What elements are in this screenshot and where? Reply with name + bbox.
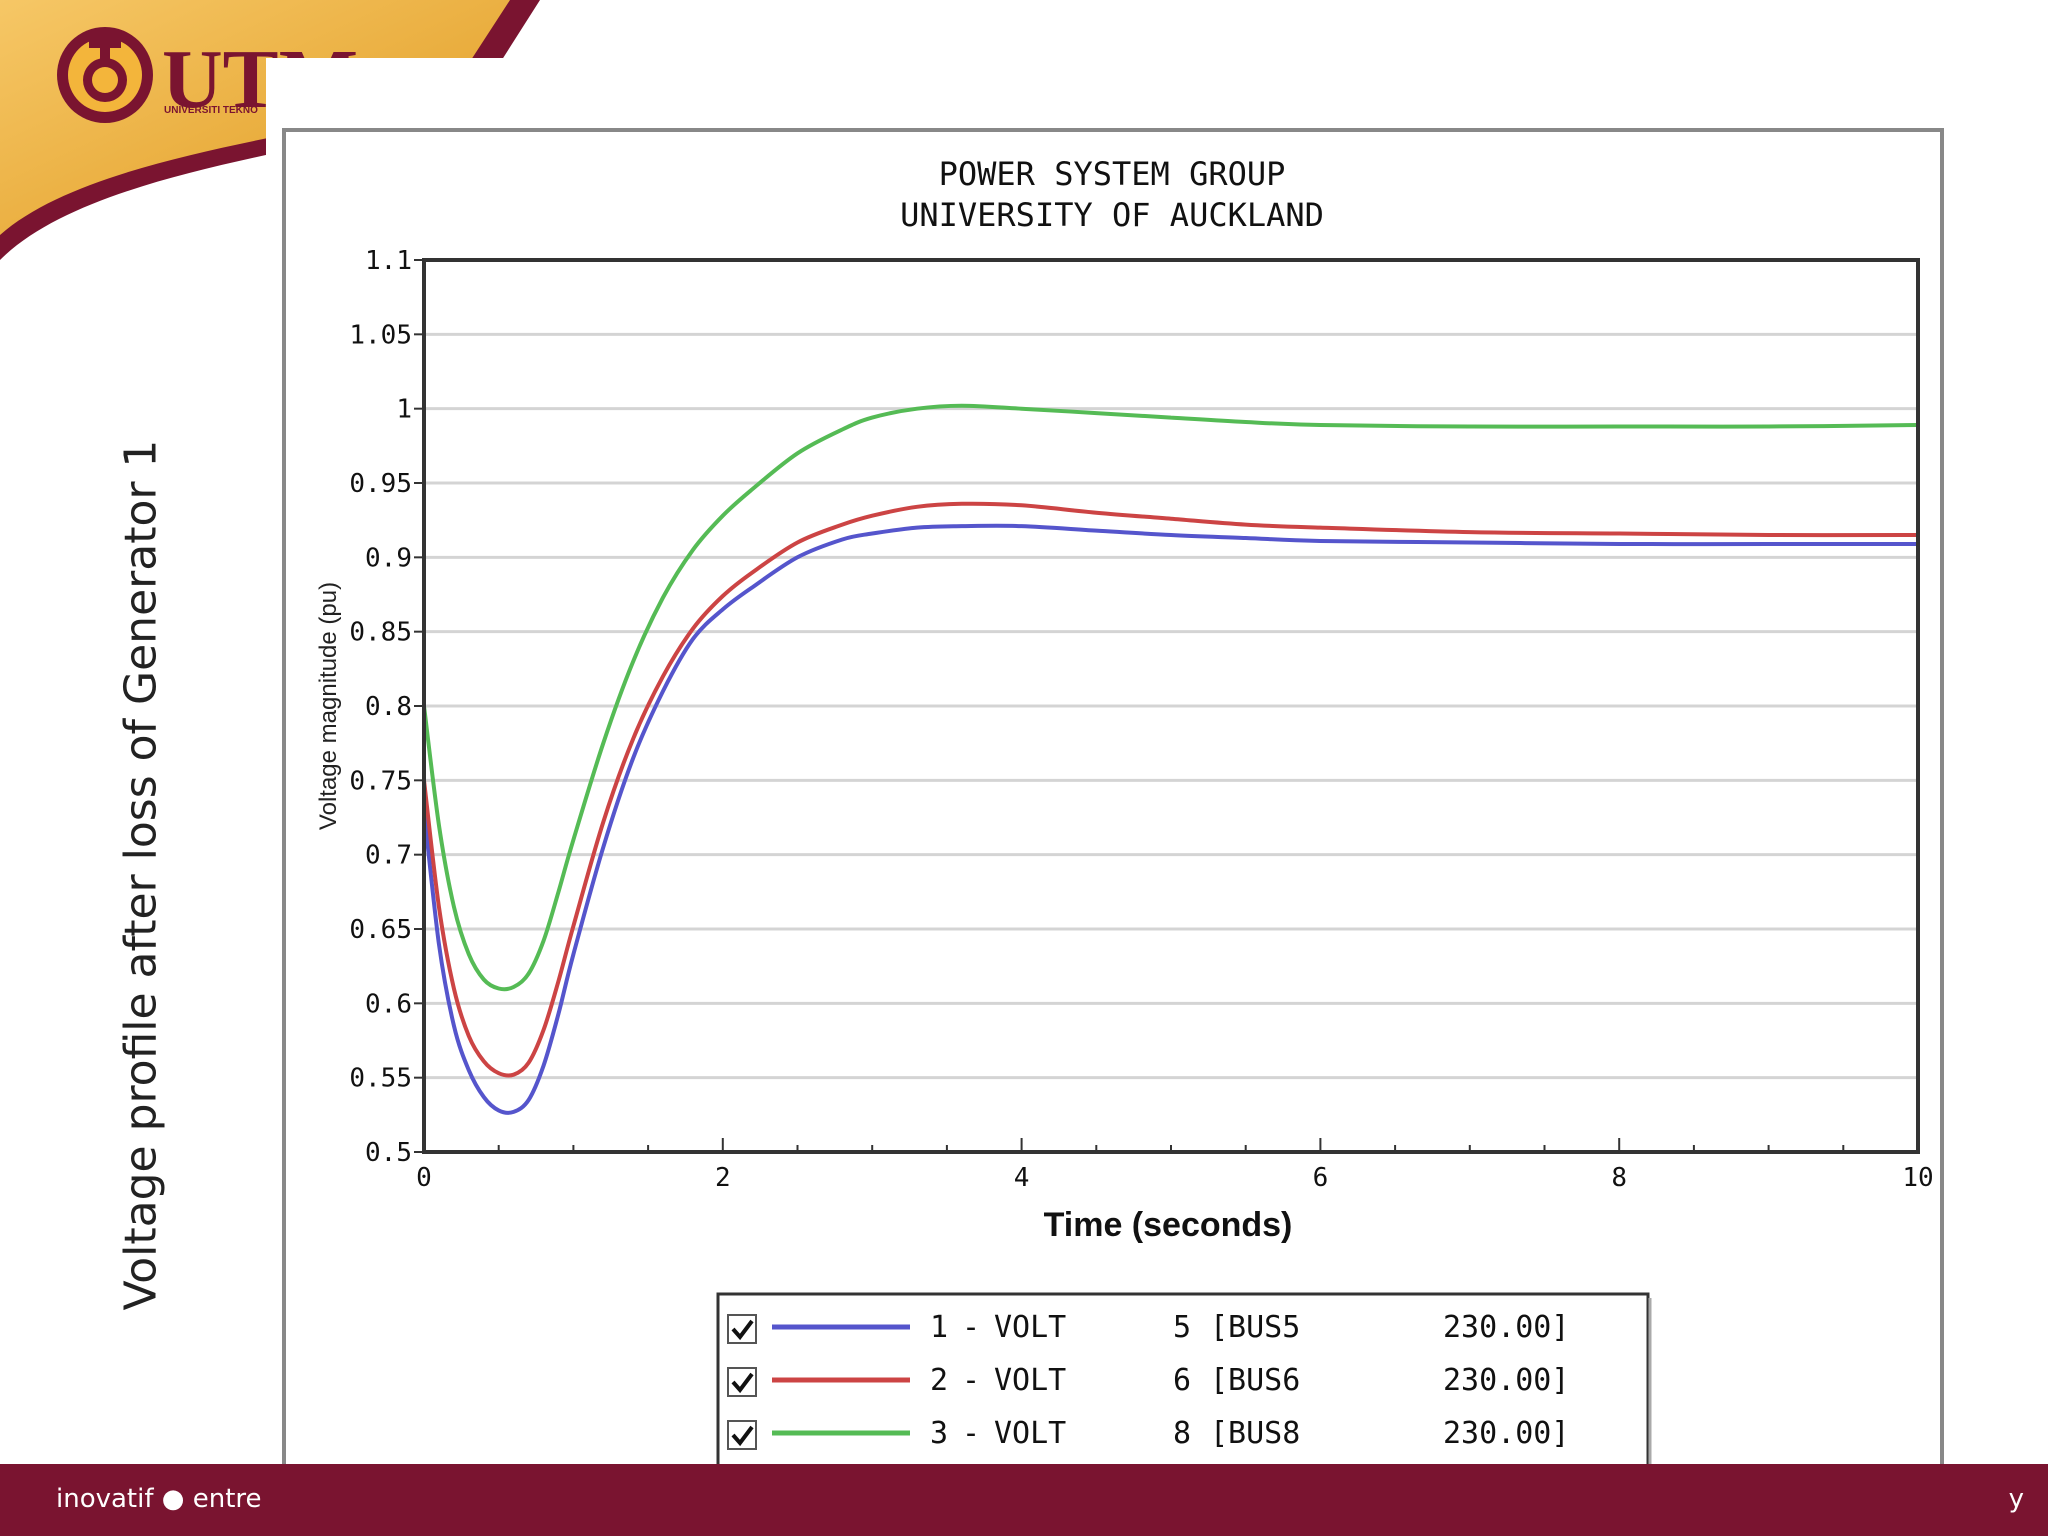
legend-dash: - [962, 1363, 980, 1398]
x-tick-label: 0 [416, 1163, 432, 1193]
x-tick-marks [423, 1138, 1919, 1152]
y-axis-label: Voltage magnitude (pu) [315, 582, 342, 830]
chart-title-line-2: UNIVERSITY OF AUCKLAND [900, 196, 1324, 234]
y-tick-label: 0.95 [349, 469, 412, 499]
x-tick-labels: 0 2 4 6 8 10 [416, 1163, 1933, 1193]
legend-checkbox[interactable] [727, 1367, 757, 1397]
chart-title-line-1: POWER SYSTEM GROUP [939, 155, 1286, 193]
checkmark-icon [731, 1372, 754, 1394]
y-tick-labels: 0.5 0.55 0.6 0.65 0.7 0.75 0.8 0.85 0.9 0.95 1 1.05… [349, 246, 412, 1168]
legend-bus-name: [BUS8 [1210, 1416, 1300, 1451]
legend-checkbox[interactable] [727, 1420, 757, 1450]
x-tick-label: 8 [1611, 1163, 1627, 1193]
legend-variable: VOLT [994, 1416, 1066, 1451]
legend-box [716, 1292, 1650, 1474]
slide-side-caption: Voltage profile after loss of Generator … [115, 439, 167, 1311]
x-tick-label: 10 [1902, 1163, 1933, 1193]
legend-item[interactable]: 3- VOLT 8 [BUS8 230.00] [727, 1416, 1569, 1451]
x-tick-label: 4 [1014, 1163, 1030, 1193]
legend-bus-name: [BUS5 [1210, 1310, 1300, 1345]
legend-bus-number: 8 [1173, 1416, 1191, 1451]
y-tick-label: 0.7 [365, 841, 412, 871]
legend-bus-number: 6 [1173, 1363, 1191, 1398]
y-tick-label: 0.5 [365, 1138, 412, 1168]
series-line-3 [422, 403, 1919, 992]
x-tick-label: 2 [715, 1163, 731, 1193]
checkmark-icon [731, 1425, 754, 1447]
y-tick-label: 0.9 [365, 543, 412, 573]
y-tick-label: 0.75 [349, 766, 412, 796]
series-line-2 [422, 501, 1919, 1078]
legend-bus-number: 5 [1173, 1310, 1191, 1345]
legend-variable: VOLT [994, 1363, 1066, 1398]
legend-variable: VOLT [994, 1310, 1066, 1345]
y-tick-label: 0.6 [365, 989, 412, 1019]
legend-bus-kv: 230.00] [1443, 1363, 1569, 1398]
legend-rows: 1- VOLT 5 [BUS5 230.00]2- VOLT 6 [BUS6 230.00]3-… [727, 1310, 1569, 1451]
series-lines [422, 403, 1919, 1115]
y-tick-label: 1 [396, 395, 412, 425]
series-line-1 [422, 523, 1918, 1115]
footer-bar [0, 1464, 2048, 1536]
legend-series-number: 2 [930, 1363, 948, 1398]
legend-series-number: 3 [930, 1416, 948, 1451]
y-tick-label: 1.05 [349, 320, 412, 350]
legend-item[interactable]: 2- VOLT 6 [BUS6 230.00] [727, 1363, 1569, 1398]
chart-title: POWER SYSTEM GROUP UNIVERSITY OF AUCKLAN… [900, 155, 1324, 234]
utm-crest-icon [57, 27, 153, 123]
legend: 1- VOLT 5 [BUS5 230.00]2- VOLT 6 [BUS6 230.00]3-… [716, 1292, 1652, 1476]
y-tick-label: 1.1 [365, 246, 412, 276]
x-axis-label: Time (seconds) [1044, 1206, 1293, 1244]
x-tick-label: 6 [1313, 1163, 1329, 1193]
legend-checkbox[interactable] [727, 1314, 757, 1344]
footer-tagline: inovatif ● entre [56, 1484, 262, 1514]
utm-logo-subtext: UNIVERSITI TEKNO [164, 105, 258, 116]
legend-dash: - [962, 1416, 980, 1451]
legend-series-number: 1 [930, 1310, 948, 1345]
y-tick-label: 0.55 [349, 1064, 412, 1094]
footer-tagline-end: y [2008, 1484, 2024, 1514]
legend-dash: - [962, 1310, 980, 1345]
legend-bus-name: [BUS6 [1210, 1363, 1300, 1398]
legend-item[interactable]: 1- VOLT 5 [BUS5 230.00] [727, 1310, 1569, 1345]
legend-bus-kv: 230.00] [1443, 1416, 1569, 1451]
checkmark-icon [731, 1319, 754, 1341]
y-tick-label: 0.65 [349, 915, 412, 945]
legend-bus-kv: 230.00] [1443, 1310, 1569, 1345]
y-tick-label: 0.8 [365, 692, 412, 722]
y-tick-label: 0.85 [349, 618, 412, 648]
plot-area: 0.5 0.55 0.6 0.65 0.7 0.75 0.8 0.85 0.9 0.95 1 1.05… [349, 246, 1933, 1193]
